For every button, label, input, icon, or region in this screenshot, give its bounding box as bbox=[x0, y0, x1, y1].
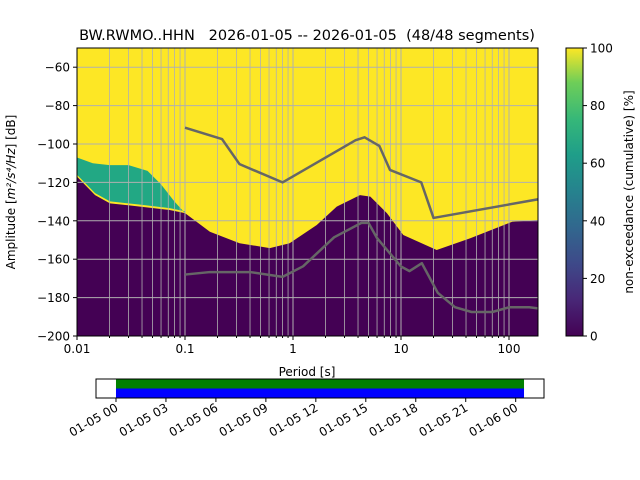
coverage-tick-label: 01-05 09 bbox=[217, 400, 271, 439]
axes: 0.01 0.1 1 10 100 −200 −180 −160 −140 −120 −100 −80… bbox=[37, 47, 539, 356]
x-tick-label: 100 bbox=[498, 342, 521, 356]
x-axis-label: Period [s] bbox=[279, 365, 336, 379]
coverage-tick-label: 01-05 18 bbox=[367, 400, 421, 439]
coverage-tick-label: 01-05 12 bbox=[267, 400, 321, 439]
processed-coverage-bar bbox=[115, 379, 525, 389]
colorbar-label: non-exceedance (cumulative) [%] bbox=[622, 90, 636, 293]
coverage-tick-label: 01-05 21 bbox=[417, 400, 471, 439]
coverage-tick-label: 01-05 00 bbox=[67, 400, 121, 439]
coverage-tick-label: 01-05 03 bbox=[117, 400, 171, 439]
colorbar-tick-label: 40 bbox=[590, 214, 605, 228]
colorbar: 0 20 40 60 80 100 bbox=[565, 42, 613, 344]
y-tick-label: −100 bbox=[37, 138, 70, 152]
x-tick-label: 1 bbox=[289, 342, 297, 356]
ppsd-image bbox=[77, 48, 538, 336]
ppsd-cell-partial bbox=[77, 157, 185, 214]
y-tick-label: −200 bbox=[37, 330, 70, 344]
x-tick-label: 0.1 bbox=[175, 342, 194, 356]
y-tick-label: −60 bbox=[45, 61, 70, 75]
coverage-tick-label: 01-06 00 bbox=[466, 400, 520, 439]
ppsd-cell-0pct bbox=[77, 176, 538, 336]
coverage-tick-label: 01-05 15 bbox=[317, 400, 371, 439]
coverage-frame bbox=[95, 378, 545, 399]
ppsd-plot-area bbox=[76, 48, 538, 337]
y-tick-label: −180 bbox=[37, 291, 70, 305]
coverage-tick-label: 01-05 06 bbox=[167, 400, 221, 439]
y-tick-label: −120 bbox=[37, 176, 70, 190]
noise-models bbox=[184, 126, 538, 314]
data-coverage-bar bbox=[115, 388, 525, 398]
colorbar-tick-label: 80 bbox=[590, 99, 605, 113]
colorbar-tick-label: 100 bbox=[590, 42, 613, 56]
x-tick-label: 0.01 bbox=[64, 342, 91, 356]
chart-title: BW.RWMO..HHN 2026-01-05 -- 2026-01-05 (4… bbox=[79, 28, 535, 44]
plot-frame bbox=[76, 47, 539, 337]
colorbar-tick-label: 20 bbox=[590, 272, 605, 286]
grid bbox=[76, 48, 538, 337]
y-axis-label: Amplitude [m²/s⁴/Hz] [dB] bbox=[4, 115, 18, 270]
y-tick-label: −160 bbox=[37, 253, 70, 267]
y-label-suffix: ] [dB] bbox=[4, 115, 18, 149]
colorbar-gradient bbox=[565, 47, 584, 337]
y-label-units: m²/s⁴/Hz bbox=[4, 148, 18, 200]
y-tick-label: −140 bbox=[37, 214, 70, 228]
series-nhnm-line bbox=[184, 126, 538, 220]
series-nlnm-line bbox=[184, 221, 538, 314]
y-label-prefix: Amplitude [ bbox=[4, 199, 18, 269]
x-tick-label: 10 bbox=[393, 342, 408, 356]
y-tick-label: −80 bbox=[45, 99, 70, 113]
colorbar-tick-label: 0 bbox=[590, 330, 598, 344]
colorbar-tick-label: 60 bbox=[590, 157, 605, 171]
